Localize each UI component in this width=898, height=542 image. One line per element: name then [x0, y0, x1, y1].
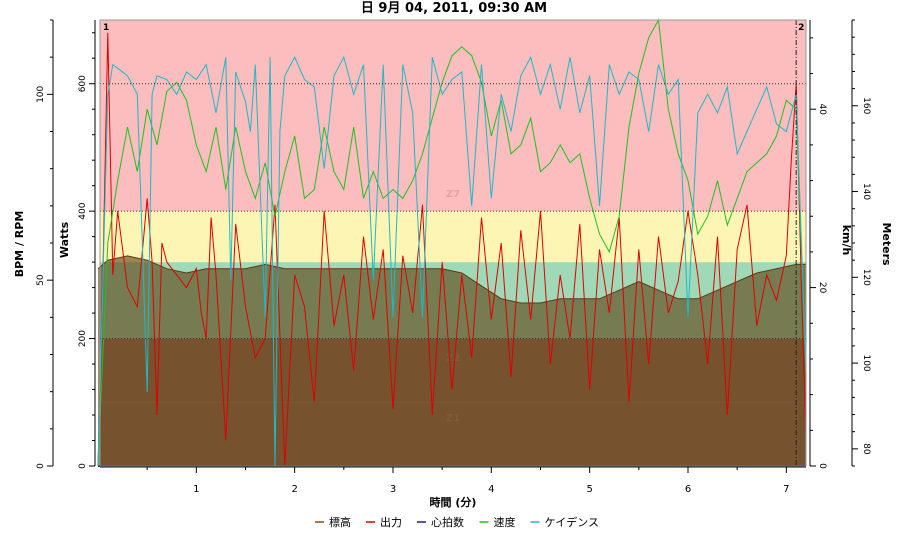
legend-item: 出力: [366, 515, 402, 529]
series-line-4: [97, 55, 807, 467]
y-tick-label-meters: 140: [861, 183, 871, 200]
y-tick-label-watts: 200: [78, 330, 88, 347]
y-tick-label-meters: 160: [861, 97, 871, 114]
y-tick-label-bpm: 0: [36, 463, 46, 469]
x-tick-label: 7: [783, 484, 789, 495]
y-tick-label-watts: 0: [78, 463, 88, 469]
legend-item: 速度: [479, 515, 516, 529]
y-tick-label-meters: 80: [861, 443, 871, 455]
x-axis: 1 2 3 4 5 6 7: [100, 466, 806, 495]
zone-band-3: [100, 211, 806, 263]
legend-label: 速度: [494, 515, 516, 529]
y-tick-label-bpm: 50: [36, 274, 46, 286]
legend-item: 標高: [315, 515, 351, 529]
x-tick-label: 1: [193, 484, 199, 495]
legend-label: 心拍数: [431, 515, 464, 529]
y-axis-bpm: 0 50 100: [36, 19, 54, 469]
y-tick-label-watts: 600: [78, 75, 88, 92]
lap-marker-label-1: 2: [798, 23, 804, 33]
x-tick-label: 5: [586, 484, 592, 495]
reference-lines: [100, 83, 806, 340]
x-tick-label: 4: [488, 484, 494, 495]
y-tick-label-kmh: 0: [817, 463, 827, 469]
y-tick-label-meters: 120: [861, 269, 871, 286]
x-axis-label: 時間 (分): [430, 495, 477, 509]
y-axis-label-watts: Watts: [58, 221, 71, 258]
legend-label: 出力: [380, 515, 402, 529]
y-axis-kmh: 0 20 40: [809, 20, 827, 469]
legend-label: ケイデンス: [545, 515, 600, 529]
y-axis-watts: 0 200 400 600: [78, 20, 96, 469]
y-axis-label-meters: Meters: [880, 222, 893, 266]
series-area-0: [98, 255, 806, 466]
legend: 標高 出力 心拍数 速度 ケイデンス: [315, 515, 599, 529]
legend-item: ケイデンス: [530, 515, 600, 529]
y-tick-label-kmh: 40: [817, 103, 827, 115]
y-axis-label-bpm: BPM / RPM: [13, 211, 26, 278]
zone-label-z7: Z7: [446, 189, 460, 200]
y-tick-label-bpm: 100: [36, 85, 46, 102]
legend-item: 心拍数: [417, 515, 464, 529]
series-line-1: [97, 32, 807, 467]
x-tick-label: 3: [390, 484, 396, 495]
y-tick-label-kmh: 20: [817, 282, 827, 294]
series-line-3: [97, 18, 807, 467]
y-axis-label-kmh: km/h: [840, 225, 853, 256]
y-axis-meters: 80 100 120 140 160: [851, 19, 871, 467]
plot-border: [99, 19, 807, 467]
lap-marker-label-0: 1: [103, 23, 109, 33]
legend-label: 標高: [329, 515, 351, 529]
y-tick-label-watts: 400: [78, 202, 88, 219]
chart-title: 日 9月 04, 2011, 09:30 AM: [361, 1, 547, 16]
zone-band-4: [100, 20, 806, 212]
x-tick-label: 6: [685, 484, 691, 495]
y-tick-label-meters: 100: [861, 354, 871, 371]
x-tick-label: 2: [291, 484, 297, 495]
